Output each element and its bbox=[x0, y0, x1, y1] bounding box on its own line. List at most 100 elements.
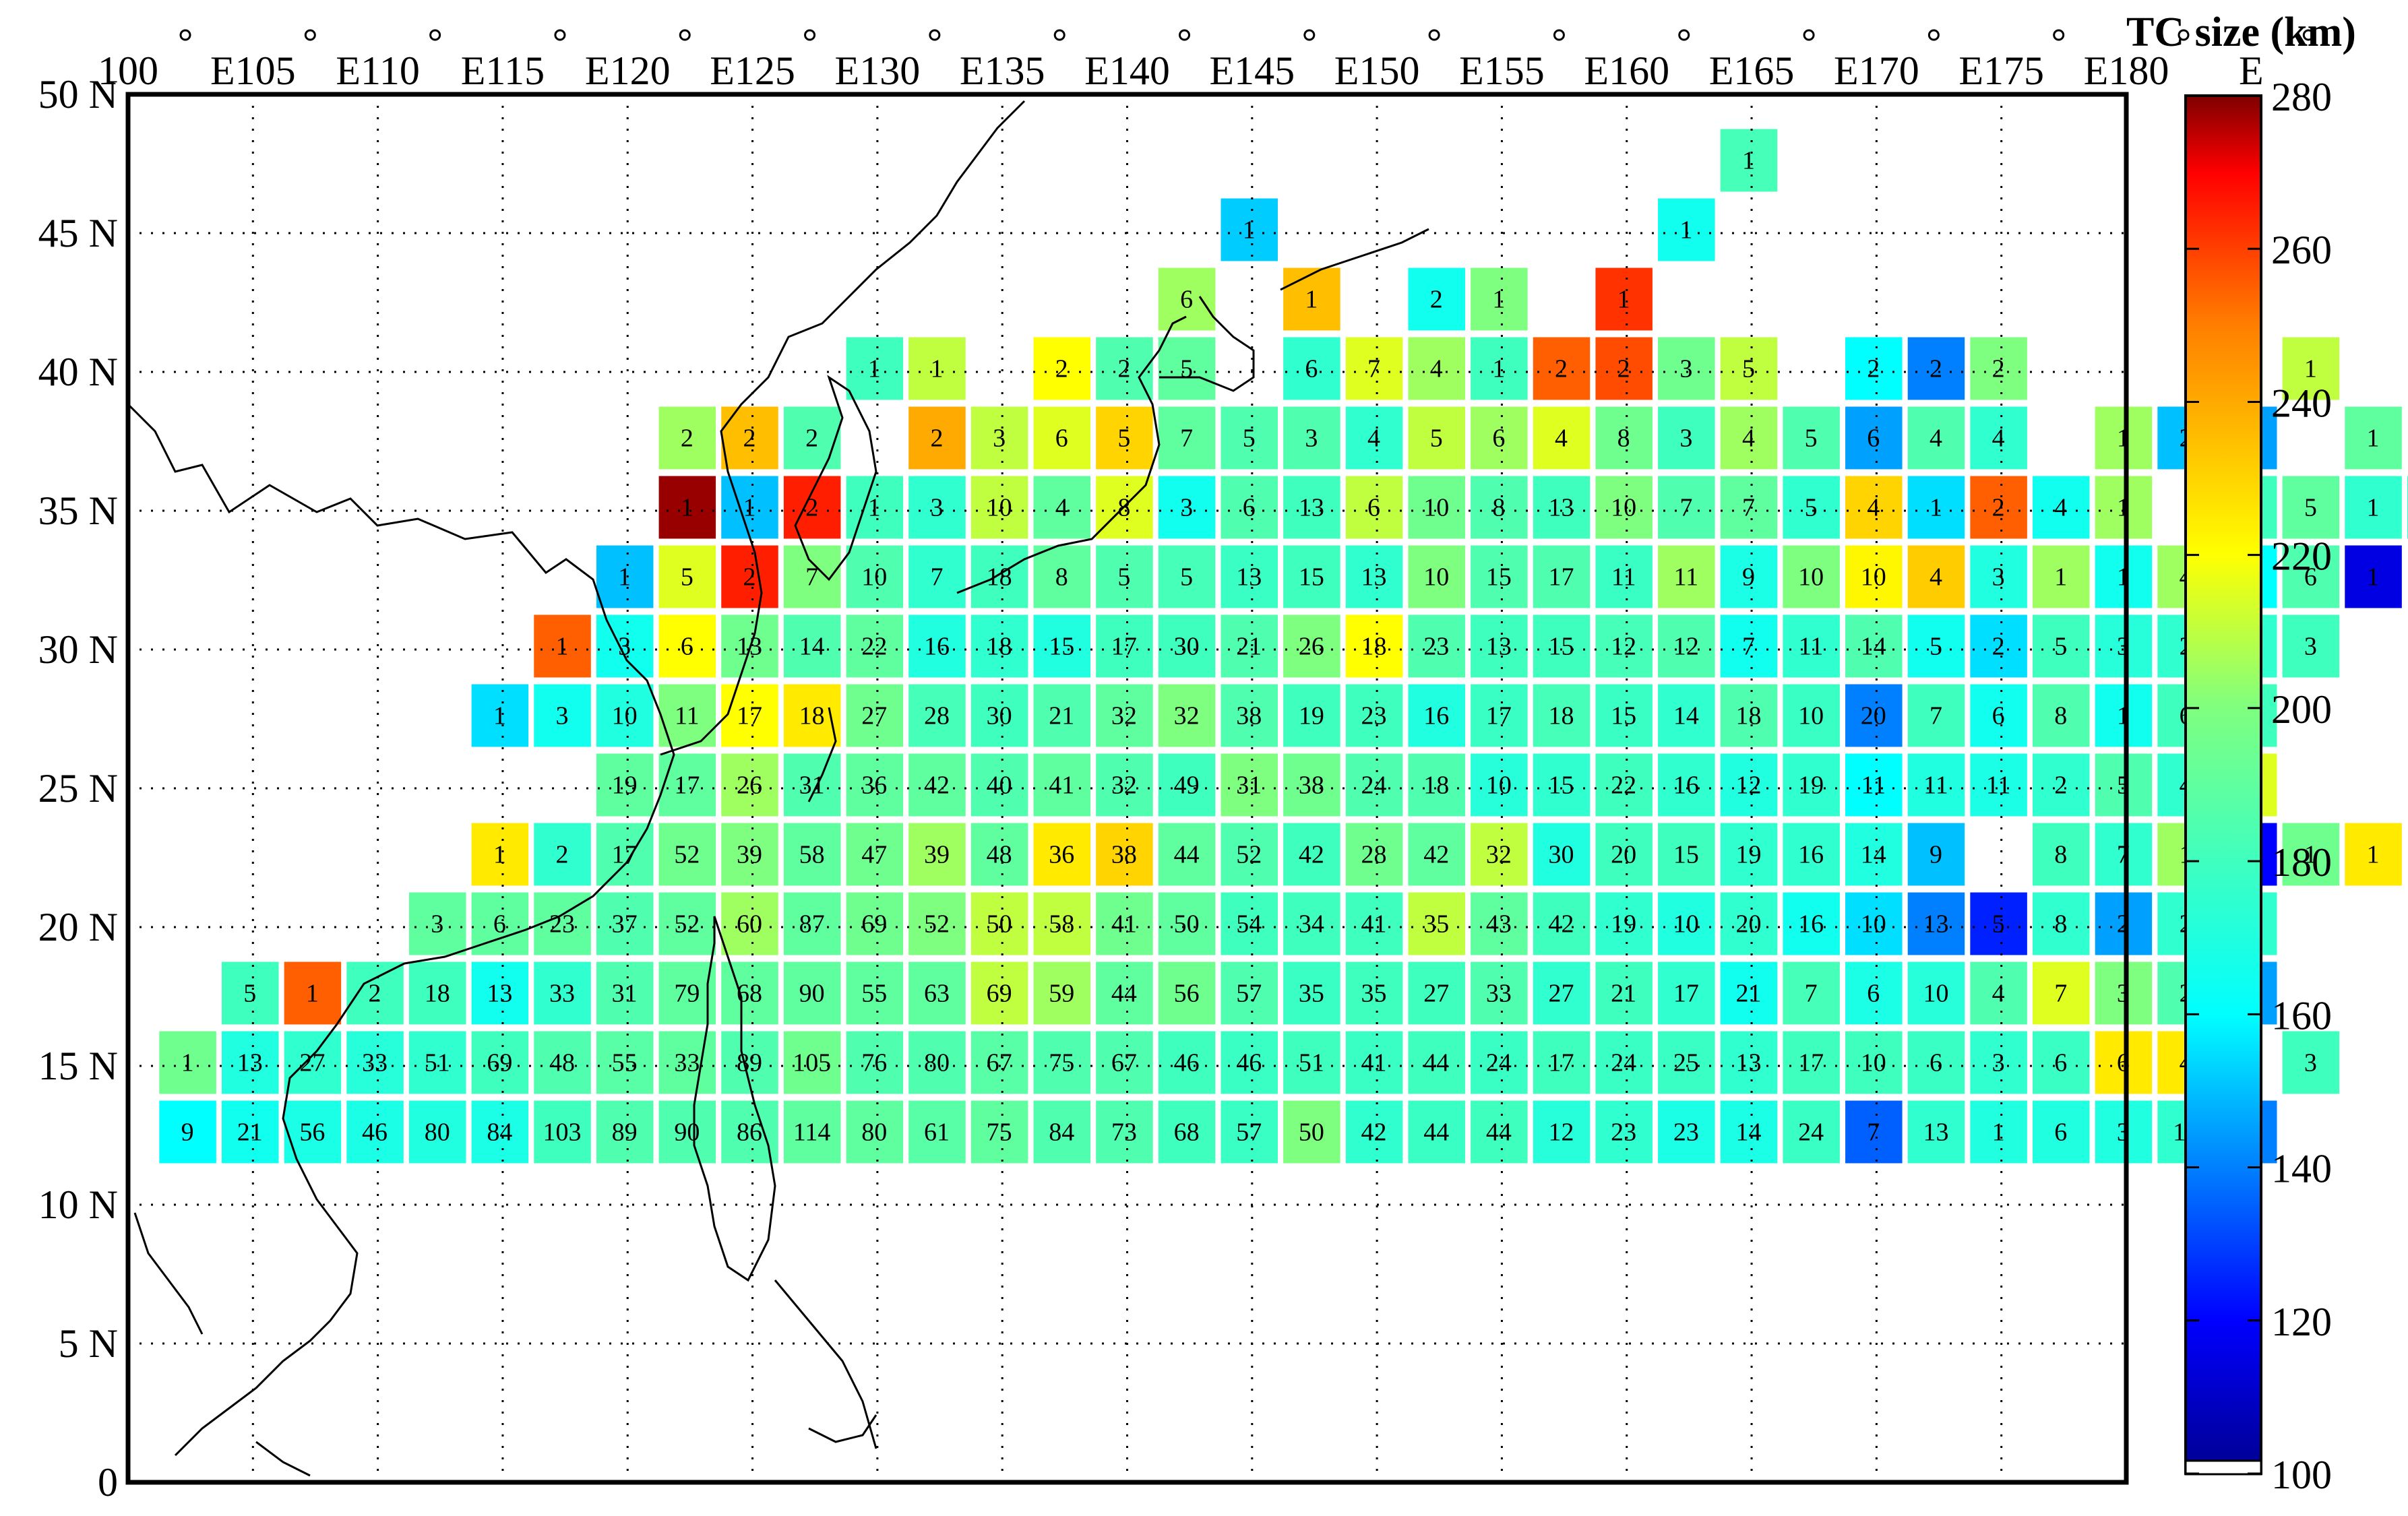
x-tick-label: E160 bbox=[1584, 49, 1669, 93]
heatmap-cell bbox=[721, 823, 778, 886]
heatmap-cell bbox=[1158, 337, 1216, 400]
cell-count-label: 56 bbox=[1174, 979, 1200, 1007]
cell-count-label: 13 bbox=[1735, 1048, 1761, 1077]
heatmap-cell bbox=[1907, 545, 1965, 608]
cell-count-label: 32 bbox=[1174, 701, 1200, 730]
x-tick-label: E135 bbox=[960, 49, 1045, 93]
heatmap-cell bbox=[1845, 892, 1903, 955]
heatmap-cell bbox=[1907, 684, 1965, 747]
heatmap-cell bbox=[1408, 892, 1465, 955]
heatmap-cell bbox=[471, 684, 529, 747]
cell-count-label: 32 bbox=[1111, 701, 1137, 730]
cell-count-label: 6 bbox=[1992, 701, 2005, 730]
heatmap-cell bbox=[346, 1031, 404, 1094]
cell-count-label: 19 bbox=[1798, 771, 1824, 799]
heatmap-cell bbox=[1345, 684, 1403, 747]
cell-count-label: 4 bbox=[1742, 424, 1755, 452]
heatmap-cell bbox=[2033, 614, 2090, 678]
heatmap-cell bbox=[846, 892, 904, 955]
colorbar-tick-label: 280 bbox=[2271, 75, 2332, 119]
degree-mark bbox=[1927, 29, 1940, 41]
cell-count-label: 19 bbox=[612, 771, 638, 799]
cell-count-label: 1 bbox=[930, 354, 943, 383]
heatmap-cell bbox=[1970, 684, 2027, 747]
heatmap-cell bbox=[721, 684, 778, 747]
heatmap-cell bbox=[1783, 753, 1840, 817]
cell-count-label: 2 bbox=[556, 840, 569, 868]
cell-count-label: 68 bbox=[1174, 1118, 1200, 1146]
grid-lines bbox=[128, 94, 2126, 1482]
cell-count-label: 6 bbox=[2054, 1118, 2067, 1146]
cell-count-label: 17 bbox=[1549, 563, 1574, 591]
cell-count-label: 31 bbox=[799, 771, 825, 799]
cell-count-label: 10 bbox=[987, 493, 1012, 522]
cell-count-label: 6 bbox=[1492, 424, 1505, 452]
heatmap-cell bbox=[1845, 476, 1903, 539]
heatmap-cell bbox=[1221, 614, 1278, 678]
heatmap-cell bbox=[1533, 823, 1591, 886]
heatmap-cell bbox=[534, 823, 591, 886]
cell-count-label: 33 bbox=[674, 1048, 700, 1077]
heatmap-cell bbox=[1658, 823, 1715, 886]
cell-count-label: 2 bbox=[369, 979, 381, 1007]
heatmap-cell bbox=[721, 892, 778, 955]
heatmap-cell bbox=[1907, 337, 1965, 400]
cell-count-label: 18 bbox=[1423, 771, 1449, 799]
heatmap-cell bbox=[721, 753, 778, 817]
heatmap-cell bbox=[1283, 1031, 1340, 1094]
cell-count-label: 87 bbox=[799, 910, 825, 938]
heatmap-cell bbox=[534, 1100, 591, 1164]
cell-count-label: 5 bbox=[1742, 354, 1755, 383]
cell-count-label: 103 bbox=[543, 1118, 582, 1146]
heatmap-cell bbox=[1845, 545, 1903, 608]
cell-count-label: 11 bbox=[1674, 563, 1699, 591]
cell-count-label: 7 bbox=[930, 563, 943, 591]
cell-count-label: 57 bbox=[1236, 1118, 1262, 1146]
heatmap-cell bbox=[408, 961, 466, 1025]
heatmap-cell bbox=[471, 1100, 529, 1164]
cell-count-label: 2 bbox=[1617, 354, 1630, 383]
heatmap-cell bbox=[1033, 476, 1091, 539]
y-tick-label: 50 N bbox=[38, 72, 118, 117]
cell-count-label: 16 bbox=[1423, 701, 1449, 730]
heatmap-cell bbox=[908, 476, 966, 539]
heatmap-cell bbox=[908, 892, 966, 955]
cell-count-label: 1 bbox=[1992, 1118, 2005, 1146]
heatmap-cell bbox=[1720, 892, 1778, 955]
cell-count-label: 20 bbox=[1735, 910, 1761, 938]
cell-count-label: 84 bbox=[487, 1118, 512, 1146]
cell-count-label: 38 bbox=[1236, 701, 1262, 730]
heatmap-cell bbox=[1970, 406, 2027, 470]
heatmap-cell bbox=[1158, 476, 1216, 539]
heatmap-cell bbox=[2282, 823, 2340, 886]
y-tick-label: 30 N bbox=[38, 627, 118, 672]
heatmap-cell bbox=[1658, 961, 1715, 1025]
heatmap-cell bbox=[1408, 1031, 1465, 1094]
heatmap-cell bbox=[2095, 476, 2153, 539]
heatmap-cell bbox=[2033, 892, 2090, 955]
cell-count-label: 17 bbox=[1798, 1048, 1824, 1077]
colorbar-tick-label: 200 bbox=[2271, 687, 2332, 732]
heatmap-cell bbox=[2282, 476, 2340, 539]
cell-count-label: 5 bbox=[1243, 424, 1256, 452]
heatmap-cell bbox=[2033, 753, 2090, 817]
cell-count-label: 13 bbox=[1549, 493, 1574, 522]
x-tick-label: E150 bbox=[1334, 49, 1420, 93]
cell-count-label: 6 bbox=[2304, 563, 2317, 591]
heatmap-cell bbox=[783, 1031, 841, 1094]
cell-count-label: 48 bbox=[987, 840, 1012, 868]
cell-count-label: 6 bbox=[1930, 1048, 1942, 1077]
heatmap-cell bbox=[1345, 1100, 1403, 1164]
cell-count-label: 18 bbox=[987, 632, 1012, 660]
cell-count-label: 1 bbox=[2054, 563, 2067, 591]
heatmap-cell bbox=[846, 684, 904, 747]
heatmap-cell bbox=[1158, 961, 1216, 1025]
cell-count-label: 80 bbox=[861, 1118, 887, 1146]
cell-count-label: 2 bbox=[930, 424, 943, 452]
heatmap-cell bbox=[534, 614, 591, 678]
cell-count-label: 8 bbox=[1617, 424, 1630, 452]
x-tick-label: E105 bbox=[210, 49, 296, 93]
cell-count-label: 13 bbox=[487, 979, 512, 1007]
cell-count-label: 48 bbox=[549, 1048, 575, 1077]
